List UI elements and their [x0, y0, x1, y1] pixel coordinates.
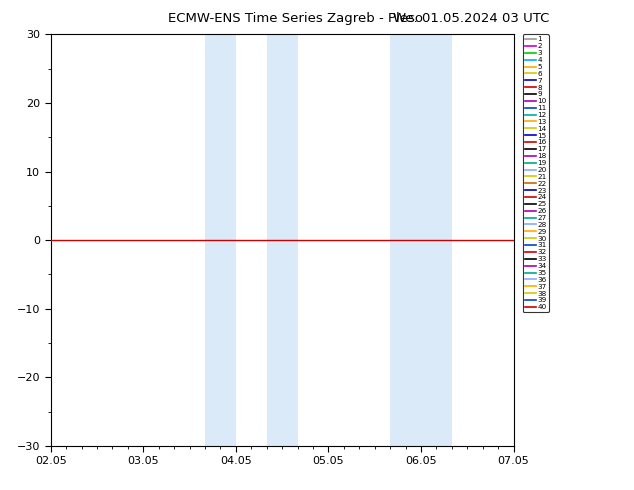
Bar — [267, 34, 297, 446]
Text: We. 01.05.2024 03 UTC: We. 01.05.2024 03 UTC — [393, 12, 550, 25]
Legend: 1, 2, 3, 4, 5, 6, 7, 8, 9, 10, 11, 12, 13, 14, 15, 16, 17, 18, 19, 20, 21, 22, 2: 1, 2, 3, 4, 5, 6, 7, 8, 9, 10, 11, 12, 1… — [523, 34, 548, 313]
Bar — [390, 34, 421, 446]
Text: ECMW-ENS Time Series Zagreb - Pleso: ECMW-ENS Time Series Zagreb - Pleso — [168, 12, 423, 25]
Bar — [205, 34, 236, 446]
Bar — [421, 34, 452, 446]
